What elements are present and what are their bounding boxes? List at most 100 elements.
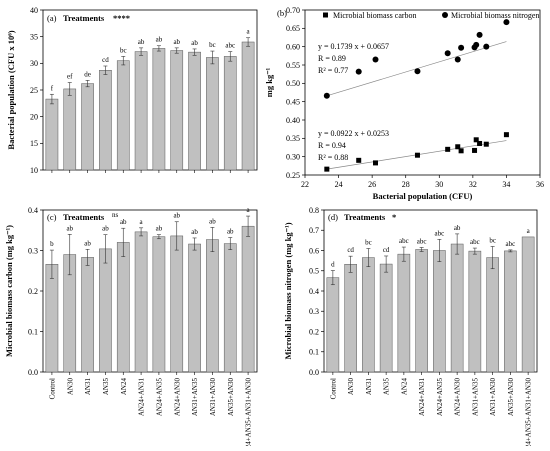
y-tick-label: 0.60	[286, 42, 300, 51]
x-tick-label: 22	[301, 180, 309, 189]
bar	[63, 88, 77, 171]
bar	[468, 250, 482, 373]
y-tick-label: 0.1	[28, 327, 38, 336]
y-axis-title: mg kg⁻¹	[264, 67, 274, 97]
y-tick-label: 0.7	[309, 226, 319, 235]
significance-letter: a	[247, 206, 251, 214]
significance-letter: b	[50, 240, 54, 248]
category-label: AN24+AN30	[173, 378, 181, 417]
data-point-circle	[454, 56, 461, 63]
plot-frame	[304, 9, 541, 176]
y-axis-title: Bacterial population (CFU x 10⁶)	[6, 30, 16, 149]
significance-letter: abc	[225, 42, 235, 50]
y-tick-label: 25	[30, 86, 38, 95]
data-point-square	[356, 157, 362, 163]
significance-marker: *	[392, 212, 396, 222]
legend-marker-square	[323, 12, 328, 18]
bar	[379, 263, 393, 373]
category-label: AN24+AN31	[138, 378, 146, 417]
category-label: AN24	[120, 378, 128, 396]
bar	[223, 56, 237, 171]
bar	[486, 257, 499, 373]
y-tick-label: 0.4	[28, 206, 38, 215]
significance-letter: de	[84, 70, 91, 78]
significance-letter: abc	[470, 238, 480, 246]
significance-letter: a	[247, 28, 251, 36]
y-tick-label: 0.70	[286, 6, 300, 15]
fit-r: R = 0.89	[318, 54, 346, 63]
fit-equation: y = 0.0922 x + 0.0253	[318, 129, 389, 138]
y-tick-label: 0.5	[309, 267, 319, 276]
category-label: AN24+AN35	[436, 378, 444, 417]
data-point-square	[373, 160, 378, 166]
y-tick-label: 0.30	[286, 152, 300, 161]
bar	[206, 57, 219, 171]
y-tick-label: 0.3	[28, 246, 38, 255]
y-tick-label: 40	[30, 6, 38, 15]
panel-label: (a)	[47, 13, 57, 23]
significance-letter: a	[527, 227, 531, 235]
category-label: AN24	[400, 378, 408, 396]
significance-letter: abc	[399, 237, 409, 245]
bar	[241, 225, 255, 373]
y-tick-label: 0.0	[309, 368, 319, 377]
significance-letter: cd	[383, 246, 390, 254]
significance-letter: ab	[102, 225, 109, 233]
bar	[504, 250, 517, 373]
x-tick-label: 34	[502, 180, 510, 189]
bar	[326, 277, 340, 373]
bar	[99, 70, 112, 171]
legend-marker-circle	[442, 12, 448, 18]
significance-letter: ab	[84, 239, 91, 247]
category-label: AN31+AN30	[209, 378, 217, 417]
bar	[397, 253, 411, 373]
y-tick-label: 0.1	[309, 348, 319, 357]
data-point-square	[458, 148, 464, 154]
category-label: AN24+AN35+AN31+AN30	[525, 378, 533, 446]
bar	[99, 248, 112, 373]
significance-letter: bc	[365, 238, 372, 246]
data-point-square	[472, 147, 478, 153]
significance-letter: abc	[506, 240, 516, 248]
bar	[45, 98, 59, 171]
data-point-circle	[473, 41, 480, 48]
data-point-square	[445, 146, 451, 152]
significance-marker: ns	[112, 211, 119, 219]
bar	[188, 243, 201, 373]
x-axis-title: Bacterial population (CFU)	[373, 191, 473, 201]
category-label: Control	[329, 378, 337, 399]
category-label: AN24+AN35+AN31+AN30	[245, 378, 253, 446]
significance-letter: ab	[156, 36, 163, 44]
y-tick-label: 0.3	[309, 307, 319, 316]
legend-label: Microbial biomass carbon	[333, 11, 417, 20]
treatments-label: Treatments	[63, 13, 105, 23]
significance-letter: bc	[120, 46, 127, 54]
category-label: AN35	[102, 378, 110, 396]
significance-letter: d	[331, 261, 335, 269]
bar	[450, 243, 464, 373]
data-point-circle	[355, 68, 362, 75]
significance-letter: ab	[454, 224, 461, 232]
bar	[170, 235, 184, 373]
category-label: AN31	[84, 378, 92, 396]
y-tick-label: 0.0	[28, 368, 38, 377]
category-label: AN31+AN30	[489, 378, 497, 417]
significance-letter: bc	[489, 236, 496, 244]
data-point-circle	[503, 19, 510, 26]
y-tick-label: 0.35	[286, 134, 300, 143]
category-label: AN31	[365, 378, 373, 396]
treatments-label: Treatments	[344, 212, 386, 222]
category-label: AN35	[383, 378, 391, 396]
x-tick-label: 28	[402, 180, 410, 189]
fit-equation: y = 0.1739 x + 0.0657	[318, 42, 389, 51]
y-axis-title: Microbial biomass nitrogen (mg kg⁻¹)	[283, 222, 293, 359]
x-tick-label: 32	[469, 180, 477, 189]
bar	[134, 51, 148, 171]
bar	[81, 257, 94, 373]
data-point-circle	[372, 56, 379, 63]
bar	[188, 51, 201, 171]
data-point-square	[324, 166, 330, 172]
data-point-circle	[458, 44, 465, 51]
y-tick-label: 30	[30, 59, 38, 68]
